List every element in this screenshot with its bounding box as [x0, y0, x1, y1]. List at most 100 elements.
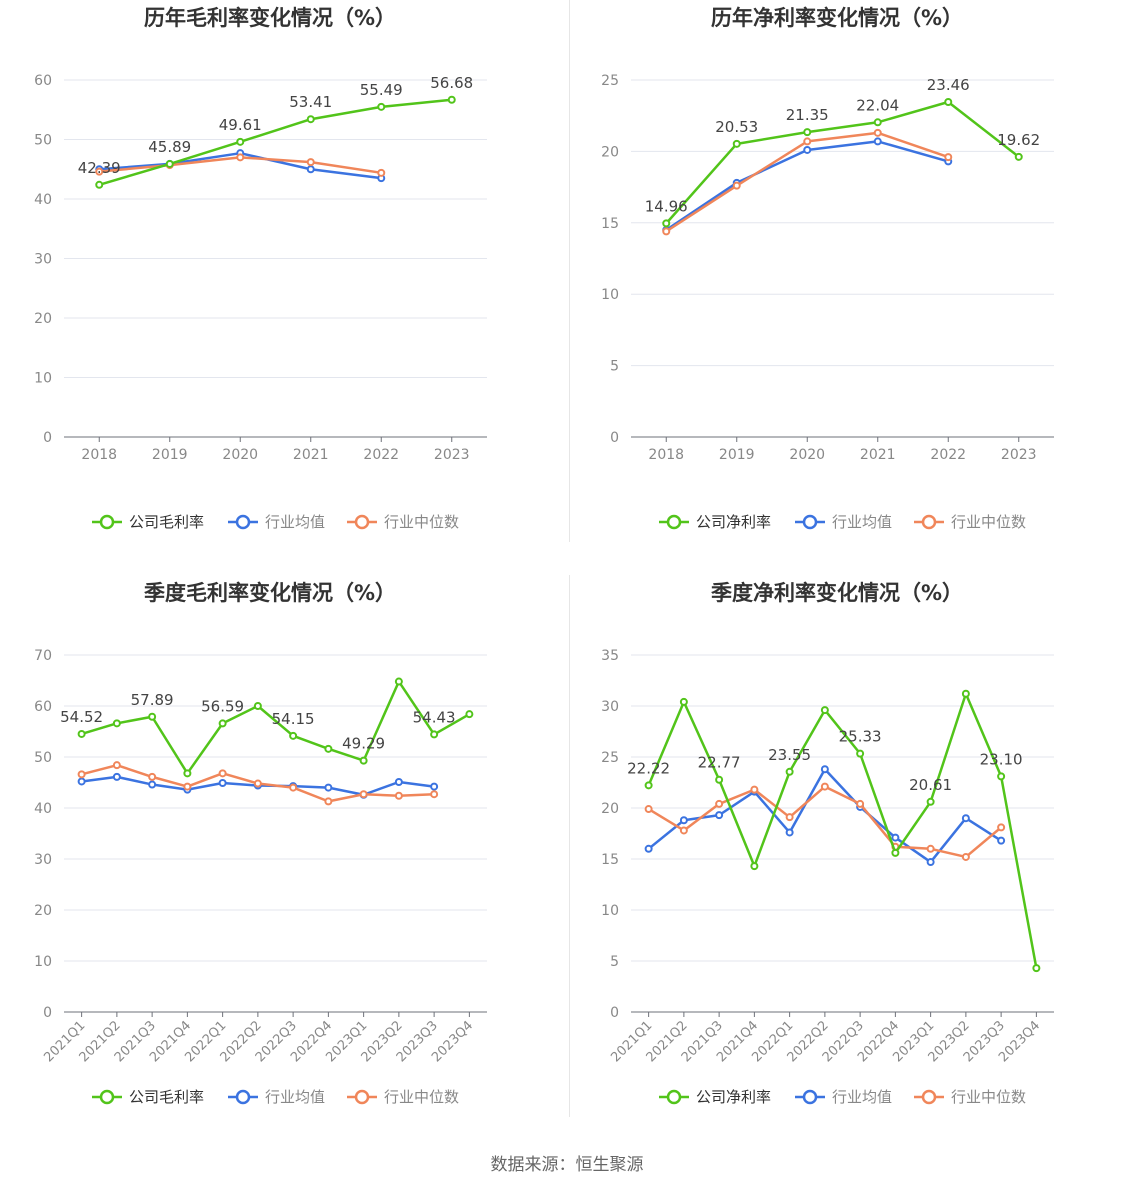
- y-tick-label: 25: [601, 73, 619, 89]
- series-line-company: [98, 98, 452, 186]
- x-tick-label: 2022: [930, 447, 966, 463]
- data-point-industry-median: [324, 797, 333, 806]
- y-tick-label: 70: [34, 648, 52, 664]
- chart-annual-net-margin: 历年净利率变化情况（%） 0 5 10 15 20 25 2018 2019 2020 2021 20…: [601, 6, 1054, 531]
- data-point-industry-median: [394, 791, 403, 800]
- data-point-company: [289, 731, 298, 740]
- data-point-industry-median: [148, 772, 157, 781]
- data-point-industry-median: [359, 790, 368, 799]
- data-label: 54.15: [272, 710, 315, 728]
- legend-label-industry-median: 行业中位数: [951, 513, 1026, 531]
- data-label: 57.89: [131, 691, 174, 709]
- data-point-company: [183, 769, 192, 778]
- y-tick-label: 60: [34, 73, 52, 89]
- data-point-company: [732, 139, 741, 148]
- data-label: 54.52: [60, 708, 103, 726]
- data-point-company: [165, 159, 174, 168]
- data-point-industry-avg: [430, 782, 439, 791]
- data-point-industry-avg: [324, 783, 333, 792]
- data-point-company: [1014, 152, 1023, 161]
- chart-title: 历年毛利率变化情况（%）: [144, 6, 396, 30]
- legend-label-industry-avg: 行业均值: [265, 1088, 325, 1106]
- data-point-industry-median: [112, 761, 121, 770]
- data-point-industry-avg: [679, 816, 688, 825]
- data-point-company: [803, 128, 812, 137]
- data-point-industry-median: [236, 153, 245, 162]
- series-line-industry-avg: [665, 140, 949, 231]
- series-line-company: [647, 692, 1038, 969]
- x-tick-label: 2023: [434, 447, 470, 463]
- data-point-industry-median: [944, 153, 953, 162]
- data-point-industry-median: [306, 158, 315, 167]
- legend-marker-industry-median: [921, 1089, 937, 1105]
- data-label: 21.35: [786, 106, 829, 124]
- data-point-industry-median: [750, 785, 759, 794]
- legend-label-industry-avg: 行业均值: [832, 513, 892, 531]
- data-point-industry-avg: [77, 777, 86, 786]
- data-point-company: [236, 137, 245, 146]
- data-point-industry-median: [253, 779, 262, 788]
- data-point-company: [253, 702, 262, 710]
- data-label: 25.33: [839, 728, 882, 746]
- data-point-industry-median: [289, 783, 298, 792]
- legend-marker-industry-median: [921, 514, 937, 530]
- y-tick-label: 5: [610, 359, 619, 375]
- series-line-company: [665, 100, 1020, 225]
- data-point-industry-avg: [961, 814, 970, 823]
- y-tick-label: 0: [610, 430, 619, 446]
- x-tick-label: 2019: [719, 447, 755, 463]
- chart-title: 季度毛利率变化情况（%）: [144, 581, 396, 605]
- data-point-industry-median: [997, 823, 1006, 832]
- legend-marker-company: [99, 1089, 115, 1105]
- legend-marker-industry-avg: [802, 514, 818, 530]
- data-point-industry-median: [377, 168, 386, 177]
- data-label: 45.89: [148, 138, 191, 156]
- data-point-industry-avg: [218, 779, 227, 788]
- data-point-company: [820, 706, 829, 715]
- data-label: 56.68: [430, 74, 473, 92]
- data-point-company: [926, 797, 935, 806]
- data-point-industry-median: [183, 782, 192, 791]
- data-label: 14.96: [645, 197, 688, 215]
- data-label: 53.41: [289, 93, 332, 111]
- data-point-company: [785, 767, 794, 776]
- y-tick-label: 5: [610, 954, 619, 970]
- data-point-industry-avg: [785, 828, 794, 837]
- data-point-industry-median: [430, 790, 439, 799]
- data-point-industry-avg: [873, 137, 882, 146]
- data-point-company: [873, 118, 882, 127]
- legend-marker-company: [666, 514, 682, 530]
- y-tick-label: 0: [610, 1005, 619, 1021]
- y-tick-label: 20: [34, 311, 52, 327]
- data-point-industry-avg: [715, 811, 724, 820]
- data-point-company: [465, 710, 474, 719]
- y-tick-label: 40: [34, 192, 52, 208]
- legend-marker-company: [666, 1089, 682, 1105]
- y-tick-label: 15: [601, 852, 619, 868]
- data-point-company: [95, 180, 104, 189]
- legend-label-industry-median: 行业中位数: [951, 1088, 1026, 1106]
- y-tick-label: 35: [601, 648, 619, 664]
- data-point-industry-median: [785, 813, 794, 822]
- data-point-industry-avg: [926, 858, 935, 867]
- y-tick-label: 60: [34, 699, 52, 715]
- chart-title: 季度净利率变化情况（%）: [711, 581, 963, 605]
- data-point-industry-median: [662, 227, 671, 236]
- legend-marker-industry-median: [354, 1089, 370, 1105]
- data-point-company: [112, 719, 121, 728]
- x-tick-label: 2020: [222, 447, 258, 463]
- legend-label-industry-median: 行业中位数: [384, 513, 459, 531]
- data-label: 49.29: [342, 735, 385, 753]
- data-point-industry-median: [820, 782, 829, 791]
- legend-marker-industry-avg: [802, 1089, 818, 1105]
- legend-label-company: 公司毛利率: [129, 513, 204, 531]
- chart-panel-annual-gross: 历年毛利率变化情况（%） 0 10 20 30 40 50 60 2018 2019 2020 202…: [0, 0, 567, 575]
- y-tick-label: 30: [601, 699, 619, 715]
- data-label: 23.46: [927, 76, 970, 94]
- legend-marker-industry-avg: [235, 1089, 251, 1105]
- data-point-company: [715, 775, 724, 784]
- data-point-company: [306, 115, 315, 124]
- chart-panel-quarterly-net: 季度净利率变化情况（%） 0 5 10 15 20 25 30 35 2021Q1 2021Q2 20…: [567, 575, 1134, 1150]
- legend-label-industry-avg: 行业均值: [265, 513, 325, 531]
- y-tick-label: 10: [34, 371, 52, 387]
